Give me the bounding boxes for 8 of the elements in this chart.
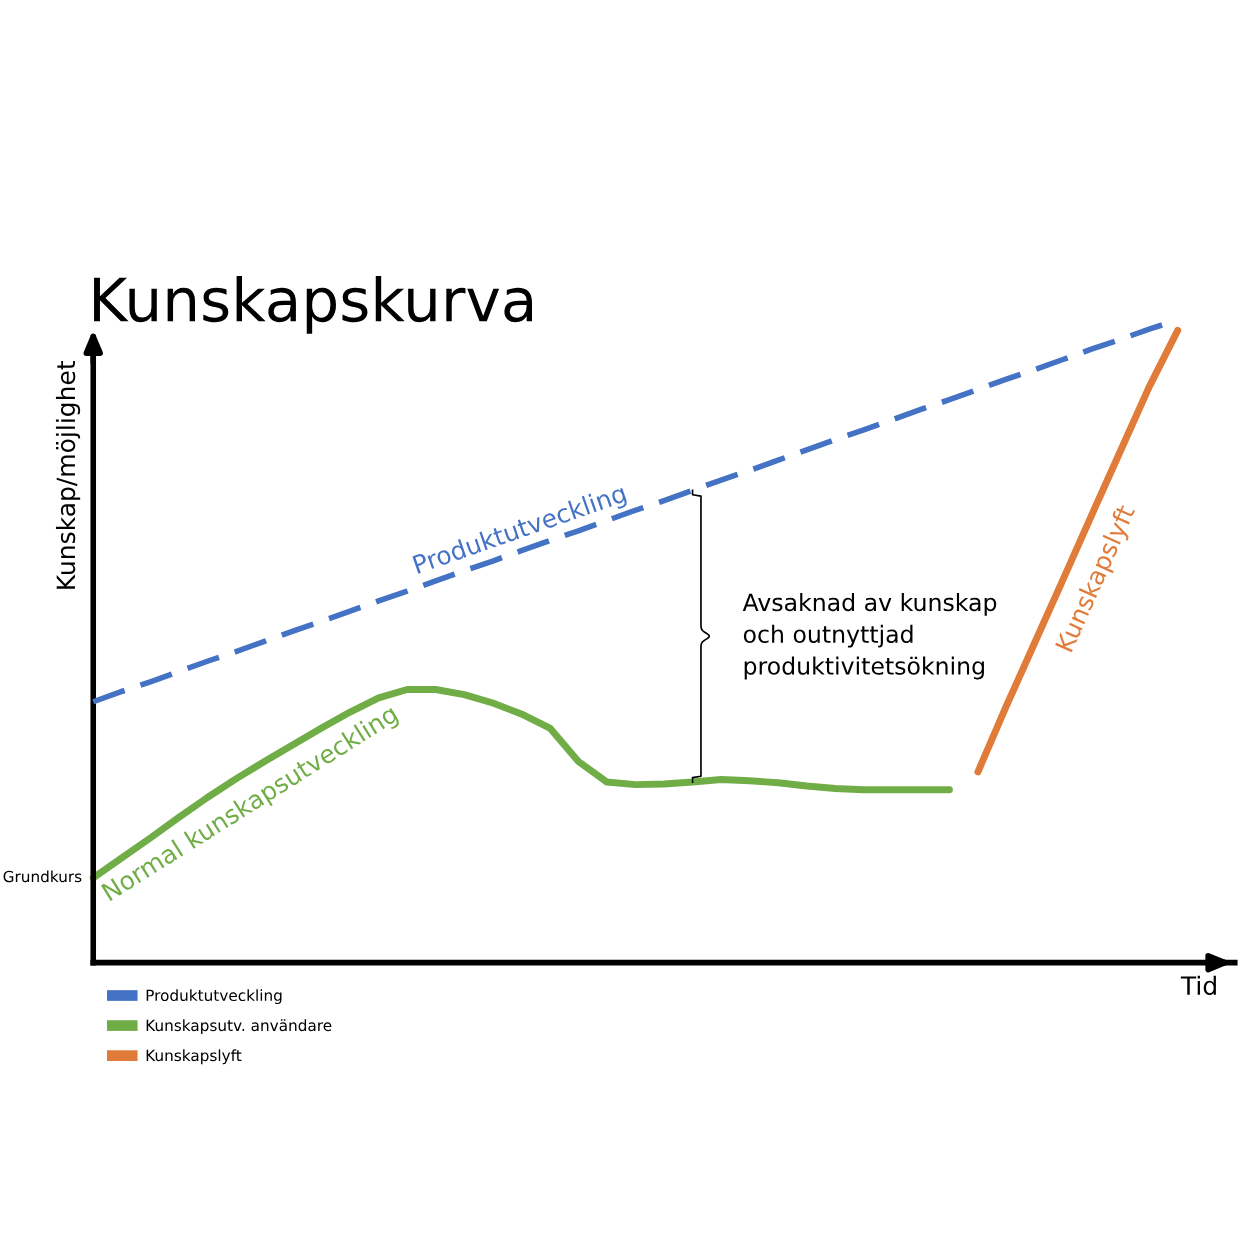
annotation: Grundkurs (3, 870, 82, 883)
y-axis-title: Kunskap/möjlighet (55, 360, 81, 589)
legend-label: Produktutveckling (146, 989, 282, 1005)
annotation: Avsaknad av kunskap och outnyttjad produktivitetsökning (742, 592, 997, 680)
legend-label: Kunskapsutv. användare (146, 1019, 332, 1035)
chart-title: Kunskapskurva (94, 275, 532, 334)
legend-label: Kunskapslyft (146, 1049, 242, 1065)
x-axis-title: Tid (1180, 975, 1216, 996)
